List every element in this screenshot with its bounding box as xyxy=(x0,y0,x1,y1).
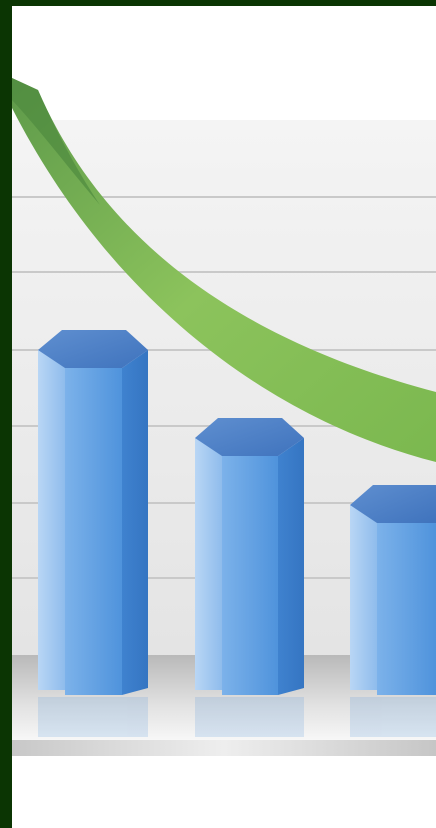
trend-ribbon xyxy=(12,78,436,462)
column xyxy=(38,330,148,695)
floor-edge xyxy=(12,740,436,756)
column xyxy=(350,485,436,695)
ribbon-fold xyxy=(12,78,100,205)
reflections xyxy=(38,697,436,737)
column xyxy=(195,418,304,695)
